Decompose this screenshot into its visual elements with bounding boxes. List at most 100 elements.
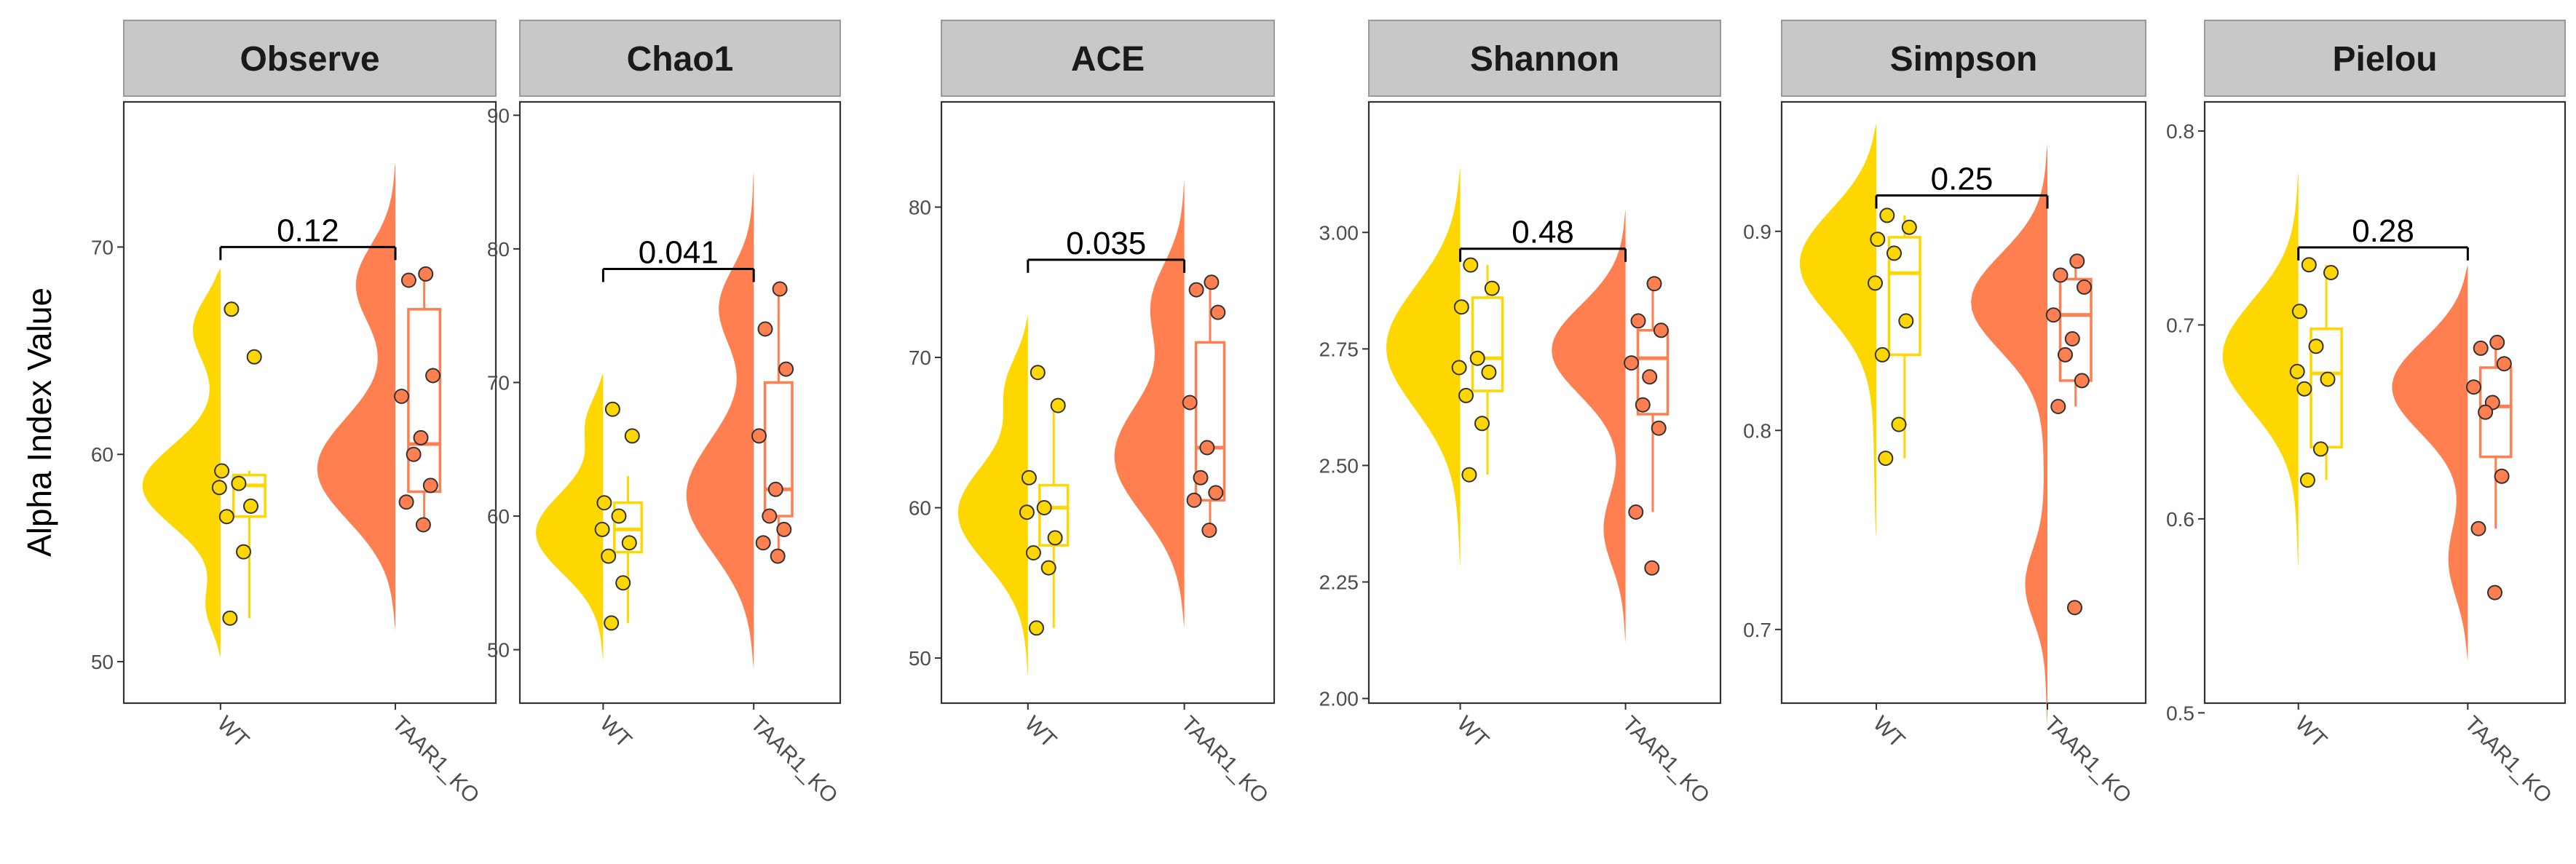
panel-shannon: Shannon 2.00 2.25 2.50 2.75 3.00 WT TAAR1_KO 0.4…	[1319, 20, 1722, 808]
p-value-label: 0.48	[1512, 215, 1574, 250]
data-point	[1208, 485, 1224, 501]
y-tick-label: 50	[91, 651, 114, 673]
density-wt	[1386, 167, 1461, 568]
y-tick-label: 3.00	[1319, 221, 1359, 244]
data-point	[604, 401, 620, 417]
x-tick-label: TAAR1_KO	[1177, 712, 1273, 809]
data-point	[1453, 299, 1469, 315]
panel-border	[1367, 100, 1722, 705]
data-point	[1036, 500, 1052, 515]
significance-bracket: 0.48	[1459, 215, 1627, 262]
data-point	[762, 508, 778, 524]
data-point	[231, 475, 247, 491]
facet-strip	[123, 20, 497, 97]
density-taar1_ko	[1552, 209, 1626, 643]
data-point	[2045, 307, 2061, 323]
data-point	[1901, 219, 1917, 235]
data-point	[218, 509, 234, 525]
y-tick-label: 2.00	[1319, 688, 1359, 710]
density-taar1_ko	[1114, 180, 1185, 628]
data-point	[2299, 472, 2315, 488]
data-point	[1451, 360, 1467, 376]
data-point	[1186, 492, 1202, 508]
series-taar1_ko: TAAR1_KO	[1114, 180, 1273, 809]
density-wt	[1800, 124, 1876, 539]
data-point	[1040, 560, 1056, 576]
data-point	[1050, 397, 1066, 413]
panel-border	[1780, 100, 2147, 705]
y-tick-label: 60	[909, 497, 931, 520]
data-point	[2496, 356, 2512, 372]
panel-simpson: Simpson 0.7 0.8 0.9 WT TAAR1_KO 0.25	[1743, 20, 2147, 809]
data-point	[246, 349, 262, 365]
data-point	[425, 368, 441, 384]
data-point	[1635, 397, 1651, 413]
data-point	[1653, 322, 1669, 338]
facet-strip	[941, 20, 1275, 97]
data-point	[2301, 257, 2317, 273]
data-point	[2320, 371, 2336, 387]
x-tick-label: WT	[595, 712, 636, 753]
panel-title: Pielou	[2332, 40, 2437, 79]
series-wt: WT	[1800, 124, 1921, 753]
data-point	[2470, 520, 2486, 536]
data-point	[2077, 279, 2092, 295]
panel-title: ACE	[1071, 40, 1145, 79]
data-point	[394, 389, 409, 404]
x-tick-label: TAAR1_KO	[1618, 712, 1715, 809]
panel-border	[122, 100, 497, 705]
data-point	[406, 446, 422, 462]
data-point	[1199, 440, 1215, 456]
data-point	[1891, 416, 1907, 432]
x-tick-label: TAAR1_KO	[387, 712, 484, 809]
data-point	[400, 272, 416, 288]
data-point	[1879, 207, 1895, 223]
data-point	[1646, 276, 1662, 292]
data-point	[1868, 275, 1883, 291]
data-point	[2308, 338, 2324, 354]
y-tick-label: 0.7	[1743, 619, 1771, 641]
data-point	[1029, 620, 1044, 636]
data-point	[1025, 545, 1041, 560]
data-point	[615, 575, 631, 591]
significance-bracket: 0.12	[219, 213, 397, 261]
data-point	[604, 615, 620, 631]
series-taar1_ko: TAAR1_KO	[1552, 209, 1714, 808]
y-tick-label: 70	[487, 371, 510, 394]
data-point	[621, 535, 637, 551]
density-taar1_ko	[2392, 264, 2468, 661]
y-tick-label: 0.8	[2166, 120, 2194, 143]
panel-pielou: Pielou 0.5 0.6 0.7 0.8 WT TAAR1_KO 0.28	[2166, 20, 2567, 809]
y-tick-label: 80	[909, 197, 931, 219]
panel-observe: Observe 50 60 70 WT TAAR1_KO 0.12	[91, 20, 497, 809]
panel-border	[940, 100, 1276, 705]
data-point	[236, 544, 251, 560]
y-tick-label: 70	[91, 236, 114, 258]
data-point	[2052, 267, 2069, 283]
data-point	[1630, 313, 1646, 329]
panel-border	[518, 100, 842, 705]
density-wt	[142, 267, 221, 658]
data-point	[422, 477, 438, 494]
data-point	[2058, 346, 2073, 362]
density-wt	[957, 315, 1028, 676]
data-point	[611, 508, 627, 524]
data-point	[2050, 399, 2066, 414]
x-tick-label: WT	[2291, 712, 2331, 753]
y-tick-label: 70	[909, 346, 931, 369]
x-tick-label: WT	[1868, 712, 1909, 753]
y-tick-label: 2.25	[1319, 571, 1359, 594]
x-tick-label: TAAR1_KO	[2460, 712, 2556, 809]
data-point	[2067, 600, 2082, 616]
data-point	[2074, 373, 2090, 389]
data-point	[415, 517, 431, 533]
panel-title: Observe	[240, 40, 379, 79]
data-point	[1019, 504, 1035, 520]
panel-title: Simpson	[1890, 40, 2038, 79]
data-point	[1047, 530, 1063, 546]
data-point	[1481, 364, 1497, 380]
data-point	[770, 548, 786, 564]
data-point	[594, 521, 610, 537]
data-point	[1886, 245, 1902, 261]
x-tick-label: TAAR1_KO	[2039, 712, 2136, 809]
